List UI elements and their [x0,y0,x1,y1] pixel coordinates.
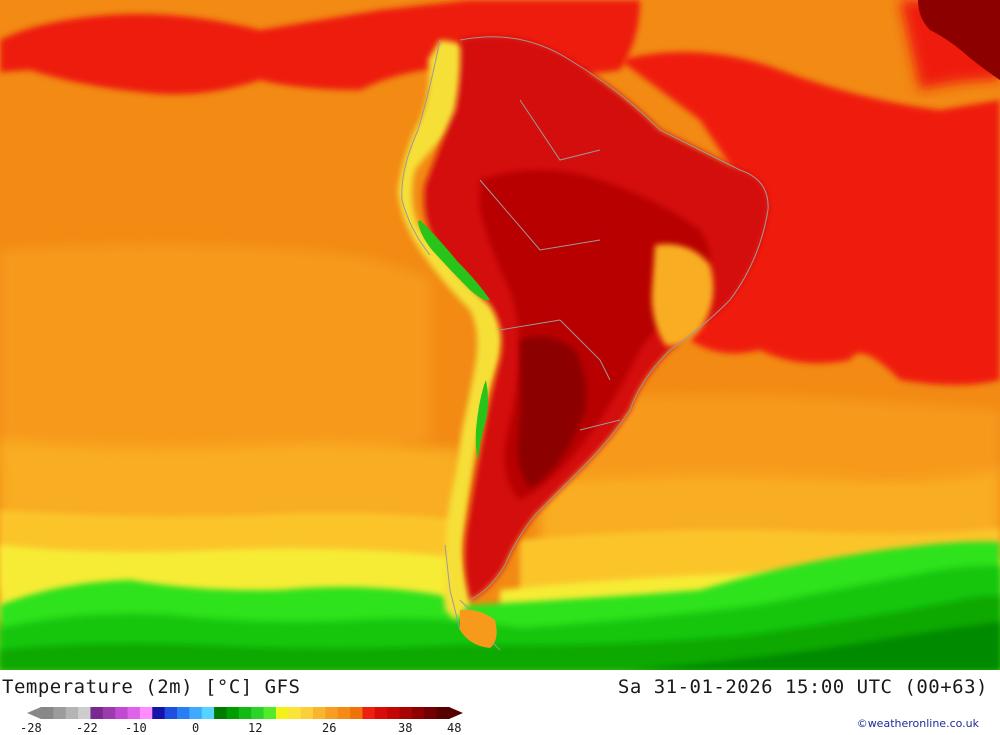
scale-swatch [288,707,302,719]
scale-swatch [411,707,425,719]
pampas-extreme-zone [517,336,587,488]
footer: Temperature (2m) [°C] GFS Sa 31-01-2026 … [0,670,1000,735]
scale-tick-label: -28 [20,721,42,735]
scale-swatch [337,707,351,719]
scale-swatch [214,707,227,719]
scale-swatch [350,707,363,719]
scale-tick-label: 0 [192,721,200,735]
atlantic-light-orange-zone [560,395,1000,480]
andes-yellow-strip [398,40,505,620]
valid-time: Sa 31-01-2026 15:00 UTC (00+63) [617,676,988,698]
brazil-highland-orange [651,244,714,346]
scale-swatch [152,707,166,719]
scale-swatch [115,707,129,719]
scale-tick-labels: -28 -22 -10 0 12 26 38 48 [0,721,500,735]
scale-swatch [90,707,104,719]
scale-swatch [41,707,54,719]
tierra-del-fuego [460,609,497,648]
scale-swatch [201,707,215,719]
scale-swatch [251,707,265,719]
africa-landmass-hot [918,0,1000,80]
scale-arrow-right [449,707,463,719]
scale-swatch [387,707,401,719]
scale-swatch [313,707,326,719]
scale-swatch [300,707,314,719]
scale-tick-label: 12 [248,721,263,735]
scale-swatch [53,707,67,719]
scale-swatch [275,707,289,719]
scale-swatch [127,707,141,719]
credit-link[interactable]: ©weatheronline.co.uk [856,717,979,730]
scale-tick-label: 38 [398,721,413,735]
scale-tick-label: 26 [322,721,337,735]
andes-green-strip [418,220,490,460]
scale-swatch [399,707,413,719]
pacific-light-orange-zone [0,245,430,470]
scale-swatch [139,707,153,719]
scale-swatch [424,707,438,719]
scale-swatch [164,707,178,719]
deeper-green-band [620,622,1000,670]
scale-swatch [189,707,203,719]
scale-swatch [102,707,116,719]
temperature-map [0,0,1000,670]
scale-swatch [65,707,79,719]
scale-swatch [177,707,190,719]
dark-green-band [0,595,1000,670]
scale-swatch [374,707,388,719]
scale-swatch [325,707,339,719]
color-scale [27,707,463,719]
scale-swatch [226,707,240,719]
scale-swatch [78,707,91,719]
scale-tick-label: 48 [447,721,462,735]
scale-swatch [362,707,376,719]
scale-arrow-left [27,707,41,719]
scale-swatch [263,707,277,719]
caribbean-red-zone [0,0,640,95]
scale-swatch [238,707,252,719]
scale-tick-label: -10 [125,721,147,735]
scale-swatch [436,707,450,719]
scale-tick-label: -22 [76,721,98,735]
map-title: Temperature (2m) [°C] GFS [2,676,301,698]
